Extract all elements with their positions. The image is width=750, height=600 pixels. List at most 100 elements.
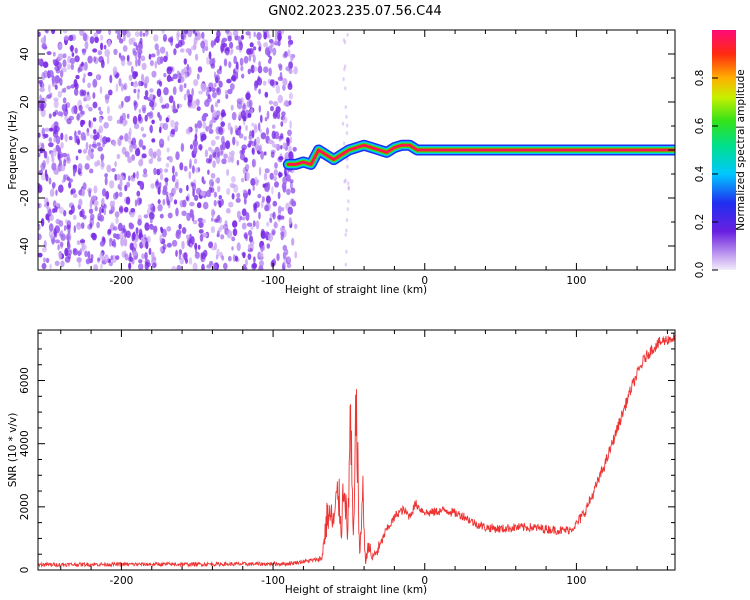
noise-point — [132, 115, 138, 125]
noise-point — [168, 156, 173, 163]
noise-point — [151, 70, 157, 78]
noise-point — [83, 135, 87, 141]
noise-point — [81, 65, 86, 71]
noise-point — [100, 161, 105, 170]
noise-point — [292, 146, 297, 152]
noise-point — [258, 144, 263, 153]
noise-point — [48, 70, 54, 78]
noise-point — [78, 261, 81, 268]
noise-point — [273, 101, 279, 107]
noise-point — [215, 177, 219, 184]
noise-point — [274, 181, 279, 188]
noise-point — [263, 66, 269, 73]
colorbar-tick-label: 0.2 — [694, 214, 706, 231]
noise-point — [127, 95, 131, 102]
noise-point — [170, 128, 176, 135]
noise-point — [208, 124, 213, 130]
noise-point — [84, 163, 90, 170]
noise-point — [256, 31, 262, 41]
noise-point — [143, 168, 148, 175]
noise-point — [186, 64, 190, 71]
noise-point — [291, 200, 297, 207]
noise-point — [92, 117, 97, 122]
noise-point — [137, 48, 143, 55]
noise-point — [347, 186, 350, 191]
noise-point — [187, 94, 193, 103]
noise-point — [181, 227, 187, 234]
noise-point — [347, 181, 350, 186]
noise-point — [142, 145, 146, 151]
noise-point — [208, 128, 214, 134]
noise-point — [221, 255, 225, 261]
noise-point — [123, 33, 126, 42]
noise-point — [190, 100, 197, 109]
noise-point — [111, 168, 116, 172]
noise-point — [236, 140, 239, 147]
noise-point — [273, 169, 278, 176]
noise-point — [123, 84, 126, 90]
noise-point — [266, 221, 270, 227]
noise-point — [57, 111, 64, 117]
colorbar-tick-label: 0.6 — [694, 117, 706, 134]
noise-point — [286, 174, 291, 182]
noise-point — [105, 190, 110, 200]
noise-point — [282, 116, 288, 124]
noise-point — [258, 166, 262, 176]
noise-point — [58, 184, 64, 193]
noise-point — [99, 252, 104, 260]
noise-point — [242, 189, 247, 194]
noise-point — [277, 76, 284, 81]
x-tick-label: -200 — [109, 275, 133, 287]
noise-point — [257, 40, 261, 46]
noise-point — [248, 235, 254, 243]
noise-point — [62, 30, 68, 34]
y-tick-label: -20 — [19, 189, 31, 206]
noise-point — [38, 31, 41, 37]
noise-point — [253, 66, 258, 72]
noise-point — [54, 84, 58, 90]
noise-point — [196, 73, 200, 80]
noise-point — [96, 30, 102, 34]
noise-point — [185, 258, 188, 264]
noise-point — [271, 130, 276, 140]
noise-point — [66, 176, 71, 182]
noise-point — [202, 121, 207, 129]
noise-point — [210, 139, 216, 147]
noise-point — [106, 55, 110, 65]
noise-point — [247, 244, 251, 251]
noise-point — [229, 41, 234, 49]
noise-point — [243, 136, 247, 141]
noise-point — [344, 262, 347, 267]
noise-point — [104, 176, 108, 186]
noise-point — [232, 228, 238, 237]
noise-point — [287, 129, 292, 137]
noise-point — [170, 119, 175, 128]
noise-point — [153, 34, 159, 42]
noise-point — [97, 146, 103, 152]
noise-point — [120, 59, 126, 67]
noise-point — [258, 46, 262, 52]
noise-point — [250, 108, 254, 114]
signal-track — [282, 139, 675, 170]
noise-point — [52, 51, 56, 57]
noise-point — [218, 195, 223, 200]
noise-point — [85, 258, 91, 265]
noise-point — [269, 217, 272, 222]
noise-point — [243, 157, 248, 163]
noise-point — [221, 113, 224, 118]
noise-point — [193, 145, 198, 155]
noise-point — [236, 159, 240, 166]
noise-point — [347, 199, 350, 204]
noise-point — [172, 165, 175, 175]
noise-point — [128, 223, 135, 230]
noise-point — [166, 242, 172, 248]
noise-point — [169, 194, 173, 203]
noise-point — [109, 200, 114, 208]
noise-point — [40, 103, 45, 112]
noise-point — [134, 148, 141, 157]
noise-point — [81, 188, 85, 197]
noise-point — [183, 93, 187, 101]
noise-point — [260, 114, 263, 124]
noise-point — [245, 212, 250, 221]
noise-point — [234, 255, 238, 262]
